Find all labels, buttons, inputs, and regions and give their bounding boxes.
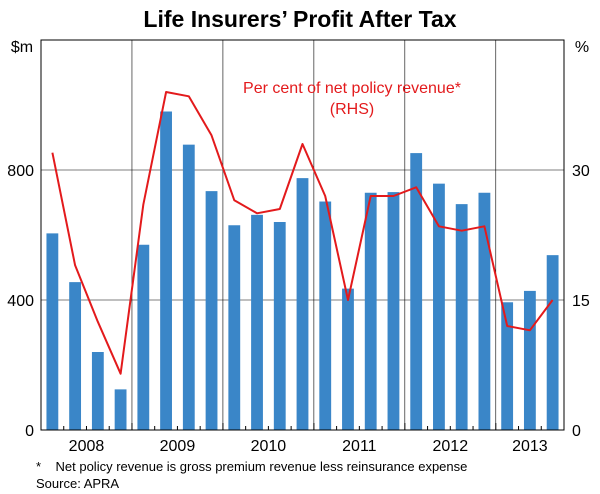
bar [319,201,332,430]
x-tick-label: 2008 [69,438,105,455]
bar [114,389,127,430]
bar [455,204,468,430]
bar [182,144,195,430]
bar [69,282,82,430]
bar [160,111,172,430]
bar [273,222,286,430]
right-tick-label: 0 [572,423,581,440]
bar [46,233,59,430]
gridlines [41,40,564,430]
x-tick-labels: 2008 2009 2010 2011 2012 2013 [69,438,548,455]
bar [410,153,423,430]
bar [433,183,445,430]
source-note: Source: APRA [36,476,119,491]
bar [501,302,514,430]
bar [478,192,491,430]
bar [387,192,400,430]
bar [296,178,309,430]
bar [546,255,559,430]
x-tick-label: 2009 [160,438,196,455]
x-tick-label: 2010 [251,438,287,455]
left-tick-label: 0 [25,423,34,440]
line-annotation-rhs: (RHS) [330,101,374,118]
bar [91,352,104,430]
x-tick-label: 2011 [342,438,377,455]
bar [342,288,354,430]
right-axis-unit: % [575,39,589,56]
right-tick-labels: 0 15 30 [572,163,590,440]
ratio-line [51,91,554,375]
bar [205,191,218,430]
plot-frame [40,39,565,431]
bar [137,244,150,430]
x-tick-label: 2013 [512,438,548,455]
footnote: * Net policy revenue is gross premium re… [36,459,467,474]
line-annotation: Per cent of net policy revenue* [243,80,461,97]
bar [523,290,536,430]
left-tick-labels: 0 400 800 [7,163,34,440]
bar-series [46,111,559,430]
chart-title: Life Insurers’ Profit After Tax [143,6,456,32]
x-tick-marks [63,423,542,430]
left-tick-label: 400 [7,293,34,310]
right-tick-label: 30 [572,163,590,180]
right-tick-label: 15 [572,293,590,310]
bar [251,214,263,430]
bar [228,225,241,430]
left-axis-unit: $m [11,39,33,56]
bar [364,192,377,430]
left-tick-label: 800 [7,163,34,180]
x-tick-label: 2012 [433,438,469,455]
